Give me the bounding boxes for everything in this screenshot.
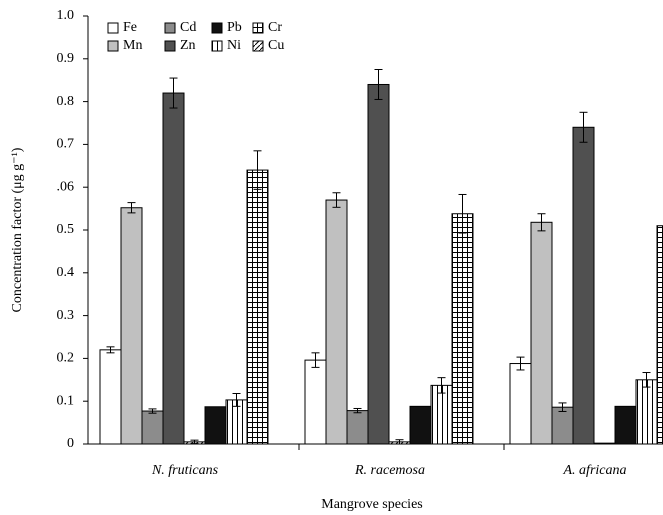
- legend-swatch: [107, 22, 119, 34]
- legend-label: Pb: [227, 20, 242, 35]
- bar: [509, 363, 532, 445]
- x-tick-label: A. africana: [563, 463, 627, 478]
- bar: [162, 92, 185, 445]
- legend-swatch: [211, 40, 223, 52]
- bar: [120, 207, 143, 445]
- y-tick-label: 0.1: [57, 393, 75, 408]
- legend-label: Cd: [180, 20, 196, 35]
- bar: [656, 225, 663, 445]
- bar: [367, 83, 390, 445]
- legend-swatch: [211, 22, 223, 34]
- legend-label: Mn: [123, 38, 142, 53]
- y-tick-label: 0.7: [57, 137, 75, 152]
- bar: [141, 410, 164, 445]
- x-axis-title: Mangrove species: [321, 497, 422, 512]
- y-tick-label: 0.9: [57, 51, 75, 66]
- x-tick-label: N. fruticans: [151, 463, 219, 478]
- bar: [99, 349, 122, 445]
- legend-swatch: [252, 22, 264, 34]
- legend-swatch: [107, 40, 119, 52]
- y-axis-title: Concentration factor (μg g⁻¹): [10, 147, 25, 312]
- legend-swatch: [164, 40, 176, 52]
- bar: [593, 442, 616, 445]
- legend-label: Fe: [123, 20, 137, 35]
- y-tick-label: 0: [67, 436, 74, 451]
- y-tick-label: 0.8: [57, 94, 75, 109]
- y-tick-label: 0.3: [57, 308, 75, 323]
- legend-swatch: [164, 22, 176, 34]
- bar: [614, 405, 637, 445]
- y-tick-label: 1.0: [57, 8, 75, 23]
- legend-swatch: [252, 40, 264, 52]
- y-tick-label: 0.4: [57, 265, 75, 280]
- legend-label: Zn: [180, 38, 196, 53]
- bar: [304, 359, 327, 445]
- y-tick-label: 0.2: [57, 351, 75, 366]
- bar: [551, 406, 574, 445]
- bar: [451, 213, 474, 445]
- x-tick-label: R. racemosa: [354, 463, 425, 478]
- bar: [204, 406, 227, 445]
- y-tick-label: 0.5: [57, 222, 75, 237]
- bar: [246, 169, 269, 445]
- bar: [530, 221, 553, 445]
- bar: [325, 199, 348, 445]
- bar: [635, 379, 658, 445]
- bar: [409, 405, 432, 445]
- legend-label: Ni: [227, 38, 241, 53]
- y-tick-label: .06: [57, 179, 75, 194]
- bar: [572, 126, 595, 445]
- legend-label: Cu: [268, 38, 284, 53]
- bar: [346, 410, 369, 445]
- bar: [430, 384, 453, 445]
- legend-label: Cr: [268, 20, 282, 35]
